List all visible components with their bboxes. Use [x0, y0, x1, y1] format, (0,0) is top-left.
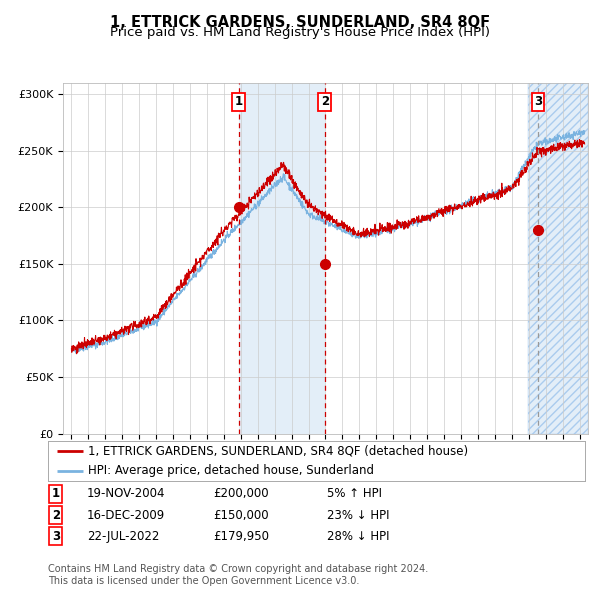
Text: £179,950: £179,950 [213, 530, 269, 543]
Text: £200,000: £200,000 [213, 487, 269, 500]
Text: 5% ↑ HPI: 5% ↑ HPI [327, 487, 382, 500]
Text: 2: 2 [52, 509, 60, 522]
Text: £150,000: £150,000 [213, 509, 269, 522]
Bar [528, 83, 588, 434]
Text: 1: 1 [235, 96, 243, 109]
Text: 3: 3 [534, 96, 542, 109]
Bar [239, 83, 325, 434]
Text: 1, ETTRICK GARDENS, SUNDERLAND, SR4 8QF: 1, ETTRICK GARDENS, SUNDERLAND, SR4 8QF [110, 15, 490, 30]
Text: 28% ↓ HPI: 28% ↓ HPI [327, 530, 389, 543]
Text: 1, ETTRICK GARDENS, SUNDERLAND, SR4 8QF (detached house): 1, ETTRICK GARDENS, SUNDERLAND, SR4 8QF … [88, 444, 469, 457]
Text: 22-JUL-2022: 22-JUL-2022 [87, 530, 160, 543]
Text: 3: 3 [52, 530, 60, 543]
Text: 19-NOV-2004: 19-NOV-2004 [87, 487, 166, 500]
Text: 2: 2 [320, 96, 329, 109]
Text: 16-DEC-2009: 16-DEC-2009 [87, 509, 165, 522]
Text: 1: 1 [52, 487, 60, 500]
Text: HPI: Average price, detached house, Sunderland: HPI: Average price, detached house, Sund… [88, 464, 374, 477]
Bar [528, 83, 588, 434]
Text: Contains HM Land Registry data © Crown copyright and database right 2024.
This d: Contains HM Land Registry data © Crown c… [48, 564, 428, 586]
Text: 23% ↓ HPI: 23% ↓ HPI [327, 509, 389, 522]
Text: Price paid vs. HM Land Registry's House Price Index (HPI): Price paid vs. HM Land Registry's House … [110, 26, 490, 39]
